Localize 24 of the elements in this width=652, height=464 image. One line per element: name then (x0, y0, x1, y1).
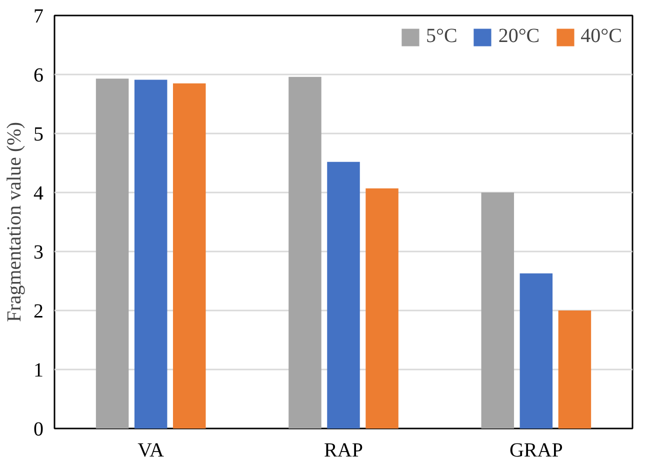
y-tick-label: 7 (34, 6, 44, 28)
x-tick-label: GRAP (509, 440, 563, 462)
y-tick-label: 5 (34, 124, 44, 146)
legend-label: 20°C (498, 25, 540, 48)
x-tick-label: RAP (324, 440, 363, 462)
legend-label: 40°C (580, 25, 622, 48)
bar (288, 76, 322, 428)
legend-label: 5°C (426, 25, 458, 48)
bar (481, 192, 514, 428)
bar (134, 80, 168, 428)
bar (520, 273, 553, 428)
bar (96, 78, 129, 428)
x-tick-label: VA (138, 440, 165, 462)
y-tick-label: 1 (34, 360, 44, 382)
bar (172, 83, 206, 428)
bar (366, 188, 398, 428)
y-tick-label: 6 (34, 64, 44, 86)
y-tick-label: 0 (34, 418, 44, 440)
bar (558, 310, 592, 428)
y-tick-label: 3 (34, 242, 44, 264)
bar (327, 162, 360, 428)
y-tick-label: 2 (34, 300, 44, 322)
y-tick-label: 4 (34, 182, 44, 204)
y-axis-title: Fragmentation value (%) (4, 122, 26, 322)
